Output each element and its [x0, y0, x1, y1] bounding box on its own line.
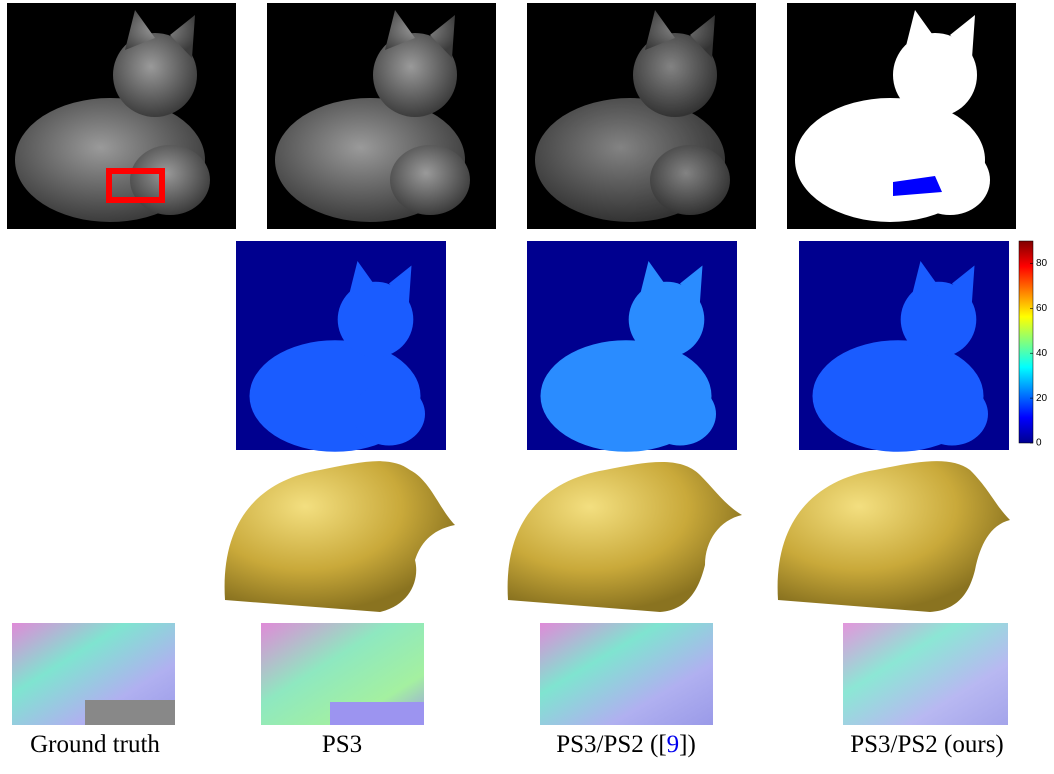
caption: PS3: [322, 731, 362, 758]
colorbar-tick-label: 80: [1036, 258, 1048, 269]
caption: PS3/PS2 ([9]): [556, 731, 696, 758]
colorbar-tick-label: 0: [1036, 438, 1042, 449]
error-maps: [236, 241, 1033, 452]
caption-text: PS3/PS2 ([: [556, 731, 666, 758]
input-images: [7, 3, 1016, 229]
normal-maps: [12, 623, 1008, 725]
figure: Ground truth PS3 PS3/PS2 ([9]) PS3/PS2 (…: [0, 0, 1054, 774]
surface-renders: [225, 461, 1010, 612]
citation-link[interactable]: 9: [667, 731, 680, 758]
caption: PS3/PS2 (ours): [850, 731, 1004, 758]
caption-text: ]): [679, 731, 696, 758]
colorbar-tick-label: 20: [1036, 393, 1048, 404]
colorbar: [1019, 241, 1033, 443]
caption: Ground truth: [30, 731, 160, 758]
colorbar-tick-label: 40: [1036, 348, 1048, 359]
colorbar-tick-label: 60: [1036, 303, 1048, 314]
